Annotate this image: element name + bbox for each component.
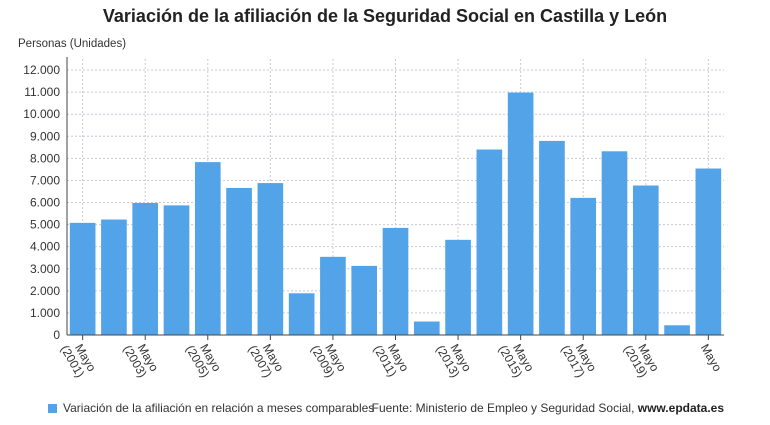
x-tick-label: Mayo(2019): [621, 336, 662, 380]
bar: [163, 205, 190, 335]
source-site: www.epdata.es: [637, 401, 724, 415]
x-tick-label: Mayo(2005): [183, 336, 224, 380]
bar: [507, 92, 534, 335]
legend-label: Variación de la afiliación en relación a…: [63, 401, 375, 415]
y-axis-label: Personas (Unidades): [18, 38, 127, 50]
y-tick-label: 6.000: [30, 196, 60, 210]
bar: [382, 227, 409, 335]
y-tick-label: 5.000: [30, 218, 60, 232]
y-tick-label: 2.000: [30, 284, 60, 298]
bar: [445, 239, 471, 335]
y-tick-label: 9.000: [30, 129, 60, 143]
y-tick-label: 8.000: [30, 151, 60, 165]
bar: [570, 197, 597, 335]
chart-title: Variación de la afiliación de la Segurid…: [102, 6, 668, 26]
source-note: Fuente: Ministerio de Empleo y Seguridad…: [372, 401, 724, 415]
y-tick-label: 1.000: [30, 306, 60, 320]
bar: [413, 321, 440, 335]
y-tick-label: 10.000: [23, 107, 60, 121]
bar: [632, 185, 659, 335]
bar: [288, 293, 315, 335]
x-tick-label: Mayo(2013): [433, 336, 474, 380]
source-prefix: Fuente: Ministerio de Empleo y Seguridad…: [371, 401, 638, 415]
bar: [695, 168, 722, 335]
y-tick-label: 0: [53, 328, 60, 342]
x-tick-label: Mayo(2007): [246, 336, 287, 380]
x-tick-label: Mayo(2001): [58, 336, 99, 380]
bar: [664, 325, 690, 335]
bar: [539, 140, 565, 335]
bar: [601, 151, 628, 335]
bar: [351, 265, 378, 335]
bar: [194, 162, 221, 335]
x-tick-label: Mayo(2003): [120, 336, 161, 380]
x-tick-label: Mayo(2011): [371, 336, 412, 380]
bar: [69, 222, 96, 335]
x-tick-label: Mayo(2009): [308, 336, 349, 380]
bar: [226, 187, 252, 335]
y-tick-label: 11.000: [24, 85, 60, 99]
x-tick-label: Mayo: [698, 342, 725, 375]
x-tick-label: Mayo(2015): [496, 336, 537, 380]
y-tick-label: 7.000: [30, 173, 60, 187]
legend-swatch: [48, 403, 57, 413]
y-tick-label: 12.000: [23, 63, 60, 77]
bar: [257, 183, 284, 335]
bar: [101, 219, 127, 335]
bar: [476, 149, 503, 335]
bar: [132, 202, 159, 335]
bar: [320, 256, 346, 335]
legend: Variación de la afiliación en relación a…: [48, 401, 374, 415]
y-tick-label: 4.000: [30, 240, 60, 254]
x-tick-label: Mayo(2017): [558, 336, 599, 380]
y-tick-label: 3.000: [30, 262, 60, 276]
